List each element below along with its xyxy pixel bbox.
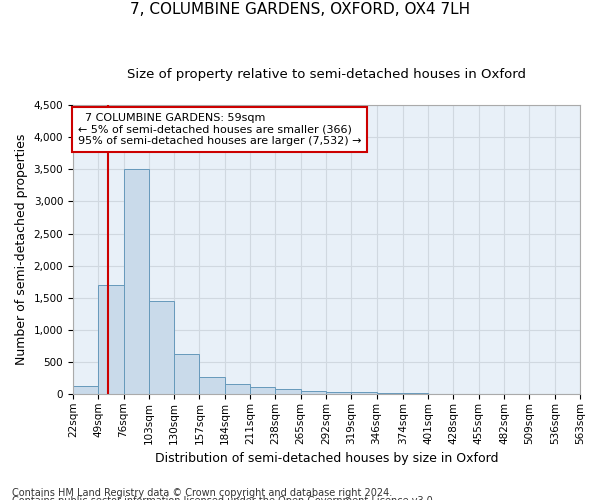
Bar (98, 285, 124, 394)
Bar (275, 389, 301, 394)
Bar (250, 388, 275, 394)
Bar (351, 392, 377, 394)
Title: Size of property relative to semi-detached houses in Oxford: Size of property relative to semi-detach… (127, 68, 526, 80)
Bar (377, 392, 403, 394)
Text: Contains HM Land Registry data © Crown copyright and database right 2024.: Contains HM Land Registry data © Crown c… (12, 488, 392, 498)
Text: Contains public sector information licensed under the Open Government Licence v3: Contains public sector information licen… (12, 496, 436, 500)
Bar (149, 301, 174, 394)
Bar (199, 377, 225, 394)
Text: 7 COLUMBINE GARDENS: 59sqm  
← 5% of semi-detached houses are smaller (366)
95% : 7 COLUMBINE GARDENS: 59sqm ← 5% of semi-… (77, 113, 361, 146)
Bar (225, 384, 250, 394)
Bar (326, 392, 351, 394)
X-axis label: Distribution of semi-detached houses by size in Oxford: Distribution of semi-detached houses by … (155, 452, 498, 465)
Y-axis label: Number of semi-detached properties: Number of semi-detached properties (15, 134, 28, 366)
Bar (174, 354, 199, 394)
Text: 7, COLUMBINE GARDENS, OXFORD, OX4 7LH: 7, COLUMBINE GARDENS, OXFORD, OX4 7LH (130, 2, 470, 18)
Bar (73, 386, 98, 394)
Bar (124, 170, 149, 394)
Bar (301, 390, 326, 394)
